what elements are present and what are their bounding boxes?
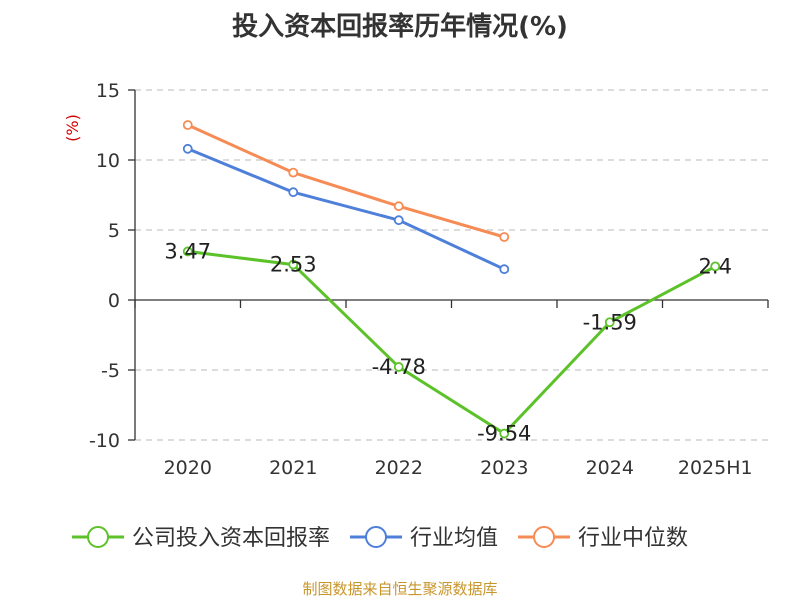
series-lines <box>182 120 721 439</box>
data-point <box>710 261 721 272</box>
legend-marker <box>533 526 556 548</box>
x-tick-label: 2025H1 <box>678 457 753 479</box>
data-point <box>288 259 299 270</box>
data-point <box>393 215 404 226</box>
x-tick-label: 2024 <box>586 457 634 479</box>
y-tick-label: -10 <box>89 430 120 452</box>
data-labels: 3.47 2.53 -4.78 -9.54 -1.59 2.4 <box>164 239 732 445</box>
data-point <box>288 167 299 178</box>
data-point <box>499 428 510 439</box>
legend-item: 行业中位数 <box>518 526 688 551</box>
data-point <box>182 143 193 154</box>
data-point <box>499 264 510 275</box>
legend-item: 公司投入资本回报率 <box>72 526 330 551</box>
data-point <box>182 246 193 257</box>
legend-label: 行业均值 <box>410 526 498 551</box>
y-axis-label: (%) <box>63 114 82 142</box>
data-label: -9.54 <box>477 422 531 446</box>
data-point <box>499 232 510 242</box>
x-tick-label: 2023 <box>480 457 528 479</box>
data-point <box>393 362 404 372</box>
chart-title: 投入资本回报率历年情况(%) <box>232 12 568 42</box>
data-label: 2.53 <box>270 253 317 277</box>
legend-item: 行业均值 <box>350 526 498 551</box>
data-label: 2.4 <box>699 254 732 278</box>
y-tick-label: 15 <box>96 80 120 102</box>
legend-marker <box>87 526 109 548</box>
y-tick-label: -5 <box>101 360 120 382</box>
x-tick-label: 2020 <box>164 457 212 479</box>
x-tick-label: 2022 <box>375 457 423 479</box>
series-line <box>187 249 716 436</box>
x-tick-label: 2021 <box>269 457 317 479</box>
y-tick-label: 5 <box>108 220 120 242</box>
legend-marker <box>365 526 388 548</box>
data-label: -1.59 <box>583 310 637 334</box>
y-tick-label: 0 <box>108 290 120 312</box>
data-label: 3.47 <box>164 239 211 263</box>
series-line <box>187 123 505 239</box>
y-tick-label: 10 <box>96 150 120 172</box>
series-line <box>187 147 505 271</box>
legend: 公司投入资本回报率 行业均值 行业中位数 <box>72 526 688 551</box>
legend-label: 行业中位数 <box>578 526 688 551</box>
data-point <box>288 187 299 198</box>
data-point <box>393 201 404 212</box>
data-point <box>182 120 193 130</box>
axes: 15 10 5 0 -5 -10 2020 2021 2022 2023 2024 2025H1 <box>89 80 769 479</box>
data-point <box>604 317 615 328</box>
source-note: 制图数据来自恒生聚源数据库 <box>302 580 498 598</box>
data-label: -4.78 <box>372 355 426 379</box>
legend-label: 公司投入资本回报率 <box>132 526 330 551</box>
